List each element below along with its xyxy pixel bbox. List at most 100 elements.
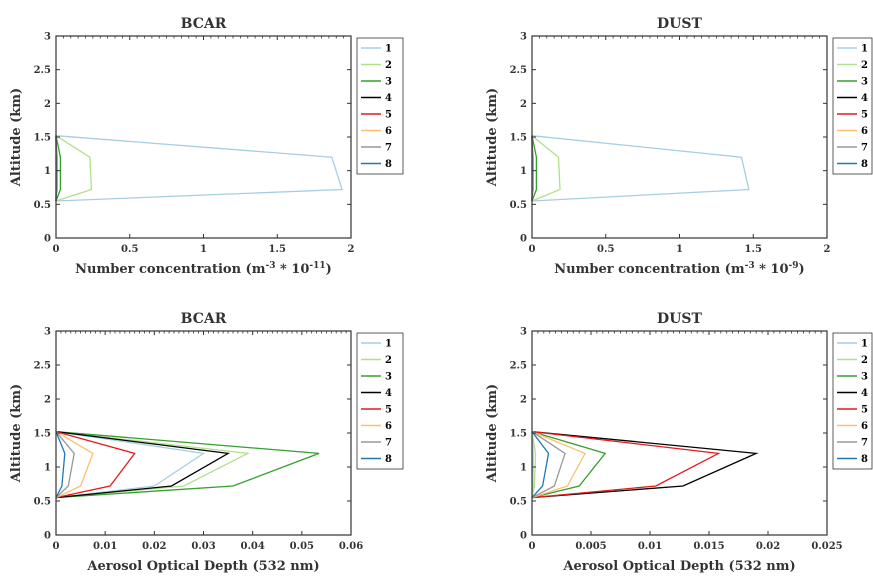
chart-panel-2: DUST 0 0.5 1 1.5 2 0 0.5 1 1.5 2 2.5 3 Altitude (km) N… [485,16,873,277]
series-line-7 [55,431,75,499]
x-tick-label: 0.02 [756,541,780,552]
x-axis-label-part: ) [799,262,805,277]
x-tick-label: 0.5 [597,244,614,255]
series-line-6 [55,431,94,499]
y-tick-label: 3 [520,327,527,338]
legend-label: 5 [385,110,392,121]
x-tick-label: 0.06 [339,541,363,552]
x-tick-label: 0 [53,244,60,255]
y-tick-label: 2.5 [510,65,527,76]
x-axis-label-part: -11 [309,261,325,271]
legend-label: 6 [385,421,392,432]
y-tick-label: 1 [520,166,527,177]
y-tick-label: 1.5 [510,133,527,144]
series-line-1 [531,135,750,202]
legend-label: 4 [385,93,392,104]
legend-label: 6 [861,126,868,137]
y-tick-label: 0.5 [34,497,51,508]
y-tick-label: 0 [44,234,51,245]
legend-label: 4 [385,388,392,399]
legend-label: 7 [385,438,392,449]
legend-label: 4 [861,93,868,104]
y-tick-label: 2.5 [34,65,51,76]
y-axis-label: Altitude (km) [9,88,24,187]
x-axis-label-part: * 10 [755,262,789,277]
legend-label: 2 [385,355,392,366]
x-tick-label: 0.03 [191,541,215,552]
y-axis-label: Altitude (km) [485,88,500,187]
y-tick-label: 2 [44,99,51,110]
series-line-5 [531,430,721,499]
chart-title: DUST [657,311,702,327]
series-lines [55,135,343,202]
legend-label: 7 [861,143,868,154]
legend-box [832,332,873,470]
legend-label: 7 [385,143,392,154]
axes-frame [55,35,352,239]
series-line-3 [55,135,62,202]
legend-label: 1 [385,339,392,350]
legend-label: 3 [861,372,868,383]
x-tick-label: 0.02 [142,541,166,552]
legend-box [356,332,404,470]
series-line-3 [531,430,607,499]
y-tick-label: 1 [520,463,527,474]
x-axis-label-part: Number concentration (m [554,262,745,277]
legend-label: 1 [861,339,868,350]
y-tick-label: 0 [520,234,527,245]
x-tick-label: 1 [676,244,683,255]
legend-label: 2 [385,60,392,71]
x-axis-label: Aerosol Optical Depth (532 nm) [86,559,319,574]
legend-box [356,37,404,175]
y-tick-label: 0 [44,531,51,542]
x-axis-label-part: Aerosol Optical Depth (532 nm) [86,559,319,574]
series-line-5 [55,430,136,499]
y-tick-label: 0 [520,531,527,542]
y-tick-label: 2.5 [510,361,527,372]
series-line-8 [55,431,66,498]
series-line-4 [531,430,759,499]
y-tick-label: 3 [44,327,51,338]
legend-box [832,37,873,175]
legend-label: 8 [385,159,392,170]
series-line-2 [531,431,537,498]
y-tick-label: 1 [44,166,51,177]
legend-label: 1 [385,44,392,55]
series-line-6 [531,430,587,499]
series-lines [531,430,759,499]
series-line-7 [531,431,566,499]
y-tick-label: 0.5 [510,497,527,508]
legend-label: 2 [861,355,868,366]
legend-label: 6 [861,421,868,432]
y-tick-label: 2 [44,395,51,406]
y-tick-label: 1.5 [34,429,51,440]
axes-frame [531,35,828,239]
legend-label: 8 [385,454,392,465]
x-tick-label: 0.05 [290,541,314,552]
x-tick-label: 1.5 [269,244,286,255]
x-axis-label-part: * 10 [275,262,309,277]
y-tick-label: 3 [44,32,51,43]
y-tick-label: 3 [520,32,527,43]
y-tick-label: 1.5 [34,133,51,144]
series-line-4 [55,430,231,499]
x-tick-label: 2 [348,244,355,255]
y-tick-label: 2 [520,99,527,110]
x-axis-label: Number concentration (m-3 * 10-9) [554,261,804,277]
legend-label: 5 [385,405,392,416]
y-tick-label: 2.5 [34,361,51,372]
legend-label: 2 [861,60,868,71]
series-lines [531,135,750,202]
legend: 1 2 3 4 5 6 7 8 [356,332,404,470]
legend: 1 2 3 4 5 6 7 8 [832,332,873,470]
chart-title: BCAR [181,311,227,327]
y-axis-label: Altitude (km) [485,384,500,483]
x-tick-label: 0.04 [240,541,264,552]
x-tick-label: 2 [824,244,831,255]
x-axis-label-part: -9 [789,261,799,271]
x-tick-label: 0 [53,541,60,552]
x-axis-label: Aerosol Optical Depth (532 nm) [562,559,795,574]
chart-panel-1: BCAR 0 0.5 1 1.5 2 0 0.5 1 1.5 2 2.5 3 Altitude (km) N… [9,16,404,277]
x-tick-label: 1 [200,244,207,255]
